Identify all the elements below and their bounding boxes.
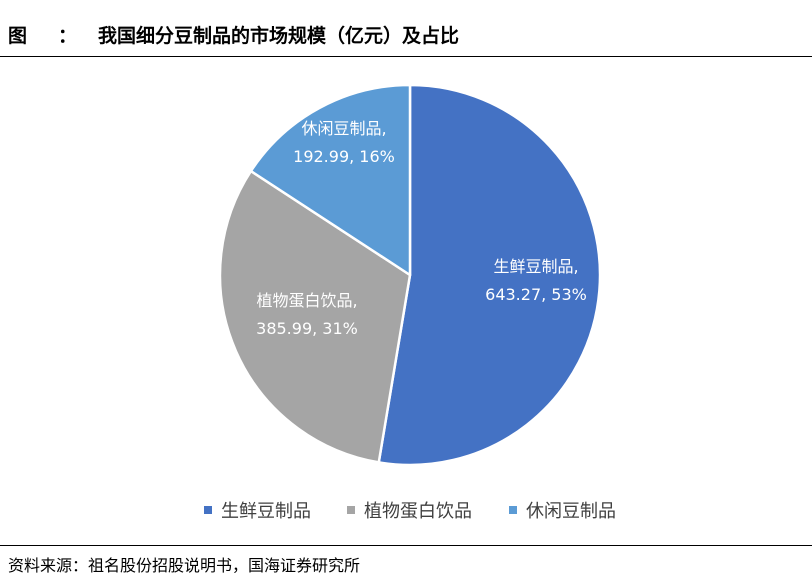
slice-label-value-1: 643.27, 53% xyxy=(485,285,587,304)
slice-label-name-1: 生鲜豆制品, xyxy=(493,257,578,276)
footer-rule xyxy=(0,545,812,546)
legend-item-3: 休闲豆制品 xyxy=(509,497,616,523)
pie-slice-1 xyxy=(377,83,602,467)
legend-swatch-3 xyxy=(509,506,517,514)
slice-label-name-2: 植物蛋白饮品, xyxy=(256,291,357,310)
legend-label-1: 生鲜豆制品 xyxy=(221,501,311,522)
slice-label-name-3: 休闲豆制品, xyxy=(301,119,386,138)
slice-label-value-3: 192.99, 16% xyxy=(293,147,395,166)
legend-label-3: 休闲豆制品 xyxy=(526,501,616,522)
figure-colon: ： xyxy=(58,25,78,47)
legend-swatch-2 xyxy=(347,506,355,514)
legend-swatch-1 xyxy=(204,506,212,514)
pie-slice-3 xyxy=(249,83,412,277)
header-rule xyxy=(0,56,812,57)
figure-title: 我国细分豆制品的市场规模（亿元）及占比 xyxy=(98,25,460,47)
legend-item-1: 生鲜豆制品 xyxy=(204,497,311,523)
legend-item-2: 植物蛋白饮品 xyxy=(347,497,472,523)
legend-label-2: 植物蛋白饮品 xyxy=(364,501,472,522)
pie-chart: 生鲜豆制品, 643.27, 53% 植物蛋白饮品, 385.99, 31% 休闲豆制品… xyxy=(218,83,602,467)
slice-label-value-2: 385.99, 31% xyxy=(256,319,358,338)
figure-label: 图 xyxy=(8,25,28,47)
figure-header: 图 ： 我国细分豆制品的市场规模（亿元）及占比 xyxy=(8,24,808,48)
pie-slice-2 xyxy=(218,169,412,464)
chart-legend: 生鲜豆制品 植物蛋白饮品 休闲豆制品 xyxy=(0,497,812,523)
source-note: 资料来源：祖名股份招股说明书，国海证券研究所 xyxy=(8,556,361,575)
